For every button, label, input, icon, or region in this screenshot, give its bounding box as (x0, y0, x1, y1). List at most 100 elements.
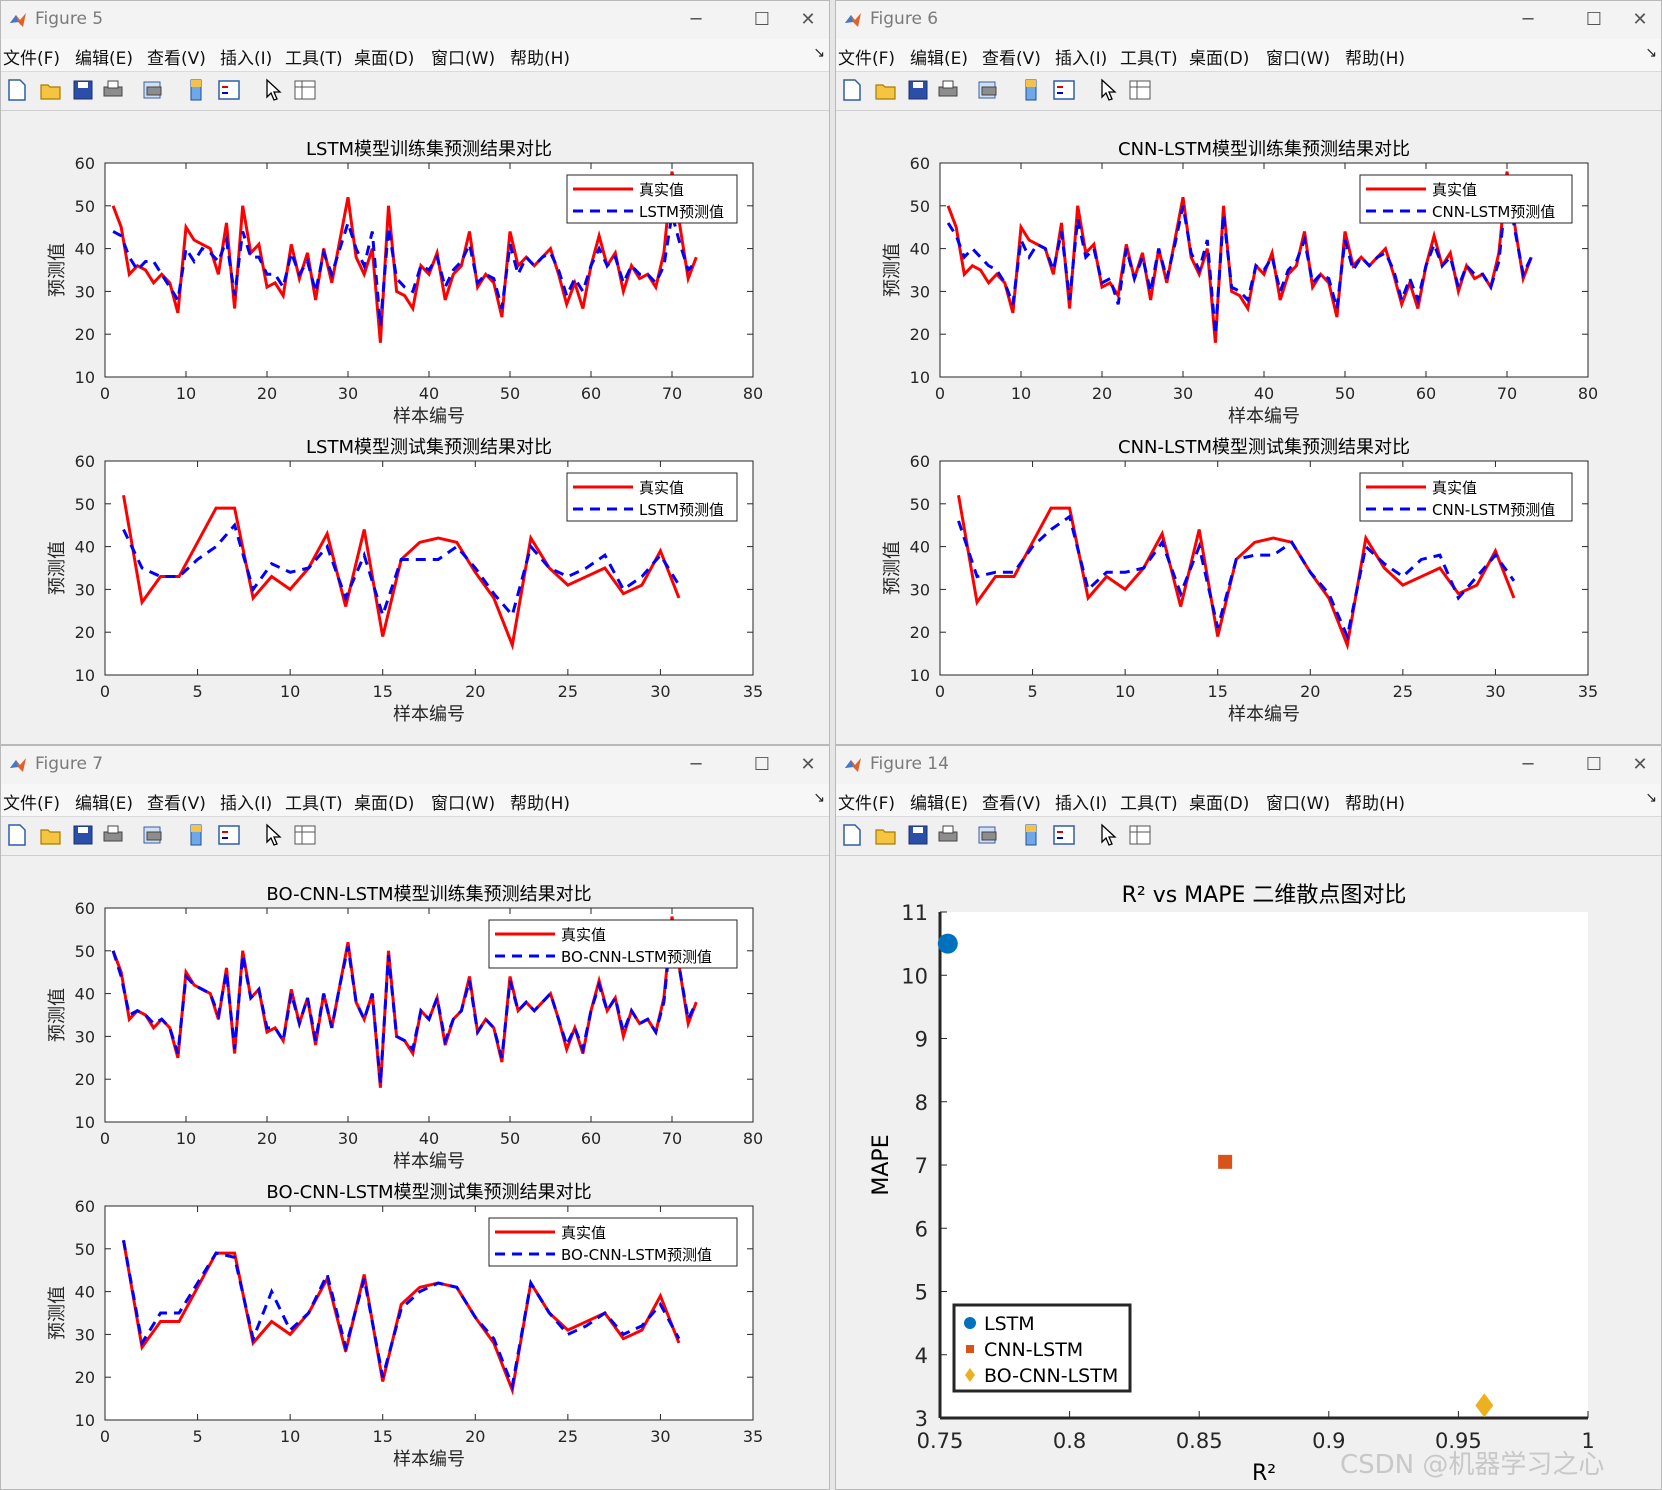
menu-item[interactable]: 文件(F) (3, 49, 61, 69)
menu-item[interactable]: 文件(F) (838, 794, 896, 814)
insert-colorbar-icon[interactable] (184, 78, 208, 102)
axes-1[interactable]: CNN-LSTM模型测试集预测结果对比 0 5 10 15 20 25 30 35 10 20 30 4… (882, 437, 1598, 725)
title-bar[interactable]: Figure 5 ─ ☐ ✕ (1, 1, 829, 39)
save-icon[interactable] (906, 78, 930, 102)
figure-window[interactable]: Figure 7 ─ ☐ ✕ 文件(F) 编辑(E) 查看(V) 插入(I) 工具(T) 桌面(D… (0, 745, 830, 1490)
dock-arrow-icon[interactable]: ↘ (813, 45, 825, 61)
menu-item[interactable]: 插入(I) (220, 794, 273, 814)
legend[interactable]: 真实值 CNN-LSTM预测值 (1359, 472, 1573, 522)
close-button[interactable]: ✕ (1632, 9, 1648, 30)
property-inspector-icon[interactable] (1128, 78, 1152, 102)
menu-item[interactable]: 查看(V) (147, 49, 206, 69)
title-bar[interactable]: Figure 7 ─ ☐ ✕ (1, 746, 829, 784)
legend[interactable]: 真实值 BO-CNN-LSTM预测值 (488, 1217, 738, 1267)
axes-0[interactable]: LSTM模型训练集预测结果对比 0 10 20 30 40 50 60 70 80 10 20 30 40… (47, 139, 763, 427)
minimize-button[interactable]: ─ (690, 754, 702, 775)
menu-item[interactable]: 编辑(E) (910, 794, 969, 814)
new-figure-icon[interactable] (5, 78, 29, 102)
legend[interactable]: LSTM CNN-LSTM BO-CNN-LSTM (952, 1303, 1132, 1393)
open-file-icon[interactable] (874, 78, 898, 102)
menu-item[interactable]: 文件(F) (3, 794, 61, 814)
new-figure-icon[interactable] (840, 78, 864, 102)
print-icon[interactable] (936, 78, 960, 102)
minimize-button[interactable]: ─ (1522, 9, 1534, 30)
dock-arrow-icon[interactable]: ↘ (1645, 790, 1657, 806)
menu-item[interactable]: 工具(T) (1120, 49, 1178, 69)
save-icon[interactable] (71, 823, 95, 847)
menu-item[interactable]: 工具(T) (285, 794, 343, 814)
dock-arrow-icon[interactable]: ↘ (813, 790, 825, 806)
dock-arrow-icon[interactable]: ↘ (1645, 45, 1657, 61)
insert-legend-icon[interactable] (1052, 823, 1076, 847)
maximize-button[interactable]: ☐ (1585, 754, 1603, 775)
menu-item[interactable]: 窗口(W) (431, 49, 496, 69)
property-inspector-icon[interactable] (293, 823, 317, 847)
edit-plot-arrow-icon[interactable] (1096, 78, 1120, 102)
minimize-button[interactable]: ─ (690, 9, 702, 30)
legend[interactable]: 真实值 LSTM预测值 (566, 174, 738, 224)
insert-legend-icon[interactable] (1052, 78, 1076, 102)
legend[interactable]: 真实值 CNN-LSTM预测值 (1359, 174, 1573, 224)
property-inspector-icon[interactable] (1128, 823, 1152, 847)
axes-1[interactable]: LSTM模型测试集预测结果对比 0 5 10 15 20 25 30 35 10 20 30 40 50 6… (47, 437, 763, 725)
close-button[interactable]: ✕ (800, 9, 816, 30)
menu-item[interactable]: 工具(T) (1120, 794, 1178, 814)
menu-item[interactable]: 帮助(H) (1345, 49, 1406, 69)
figure-window[interactable]: Figure 5 ─ ☐ ✕ 文件(F) 编辑(E) 查看(V) 插入(I) 工具(T) 桌面(D… (0, 0, 830, 745)
legend[interactable]: 真实值 BO-CNN-LSTM预测值 (488, 919, 738, 969)
menu-item[interactable]: 桌面(D) (1189, 49, 1250, 69)
edit-plot-arrow-icon[interactable] (261, 823, 285, 847)
axes-0[interactable]: BO-CNN-LSTM模型训练集预测结果对比 0 10 20 30 40 50 60 70 80 1… (47, 884, 763, 1172)
open-file-icon[interactable] (39, 78, 63, 102)
print-preview-icon[interactable] (976, 78, 1000, 102)
close-button[interactable]: ✕ (1632, 754, 1648, 775)
menu-item[interactable]: 插入(I) (220, 49, 273, 69)
scatter-axes[interactable]: R² vs MAPE 二维散点图对比 0.75 0.8 0.85 0.9 0.95 1 3 4 5… (869, 883, 1595, 1486)
insert-colorbar-icon[interactable] (1019, 823, 1043, 847)
menu-item[interactable]: 编辑(E) (75, 794, 134, 814)
insert-legend-icon[interactable] (217, 823, 241, 847)
menu-item[interactable]: 工具(T) (285, 49, 343, 69)
new-figure-icon[interactable] (5, 823, 29, 847)
menu-item[interactable]: 帮助(H) (510, 49, 571, 69)
legend[interactable]: 真实值 LSTM预测值 (566, 472, 738, 522)
title-bar[interactable]: Figure 6 ─ ☐ ✕ (836, 1, 1661, 39)
insert-colorbar-icon[interactable] (184, 823, 208, 847)
print-preview-icon[interactable] (141, 823, 165, 847)
new-figure-icon[interactable] (840, 823, 864, 847)
edit-plot-arrow-icon[interactable] (1096, 823, 1120, 847)
maximize-button[interactable]: ☐ (753, 9, 771, 30)
menu-item[interactable]: 查看(V) (147, 794, 206, 814)
menu-item[interactable]: 查看(V) (982, 794, 1041, 814)
edit-plot-arrow-icon[interactable] (261, 78, 285, 102)
menu-item[interactable]: 插入(I) (1055, 49, 1108, 69)
menu-item[interactable]: 窗口(W) (431, 794, 496, 814)
menu-item[interactable]: 桌面(D) (354, 49, 415, 69)
menu-item[interactable]: 窗口(W) (1266, 49, 1331, 69)
axes-1[interactable]: BO-CNN-LSTM模型测试集预测结果对比 0 5 10 15 20 25 30 35 10 20… (47, 1182, 763, 1470)
menu-item[interactable]: 查看(V) (982, 49, 1041, 69)
menu-item[interactable]: 插入(I) (1055, 794, 1108, 814)
menu-item[interactable]: 桌面(D) (1189, 794, 1250, 814)
title-bar[interactable]: Figure 14 ─ ☐ ✕ (836, 746, 1661, 784)
menu-item[interactable]: 窗口(W) (1266, 794, 1331, 814)
figure-window[interactable]: Figure 6 ─ ☐ ✕ 文件(F) 编辑(E) 查看(V) 插入(I) 工具(T) 桌面(D… (835, 0, 1662, 745)
maximize-button[interactable]: ☐ (753, 754, 771, 775)
print-icon[interactable] (101, 823, 125, 847)
menu-item[interactable]: 桌面(D) (354, 794, 415, 814)
menu-item[interactable]: 帮助(H) (510, 794, 571, 814)
property-inspector-icon[interactable] (293, 78, 317, 102)
insert-legend-icon[interactable] (217, 78, 241, 102)
print-preview-icon[interactable] (976, 823, 1000, 847)
minimize-button[interactable]: ─ (1522, 754, 1534, 775)
print-icon[interactable] (936, 823, 960, 847)
menu-item[interactable]: 编辑(E) (75, 49, 134, 69)
menu-item[interactable]: 帮助(H) (1345, 794, 1406, 814)
insert-colorbar-icon[interactable] (1019, 78, 1043, 102)
close-button[interactable]: ✕ (800, 754, 816, 775)
axes-0[interactable]: CNN-LSTM模型训练集预测结果对比 0 10 20 30 40 50 60 70 80 10 20… (882, 139, 1598, 427)
menu-item[interactable]: 文件(F) (838, 49, 896, 69)
save-icon[interactable] (71, 78, 95, 102)
maximize-button[interactable]: ☐ (1585, 9, 1603, 30)
menu-item[interactable]: 编辑(E) (910, 49, 969, 69)
